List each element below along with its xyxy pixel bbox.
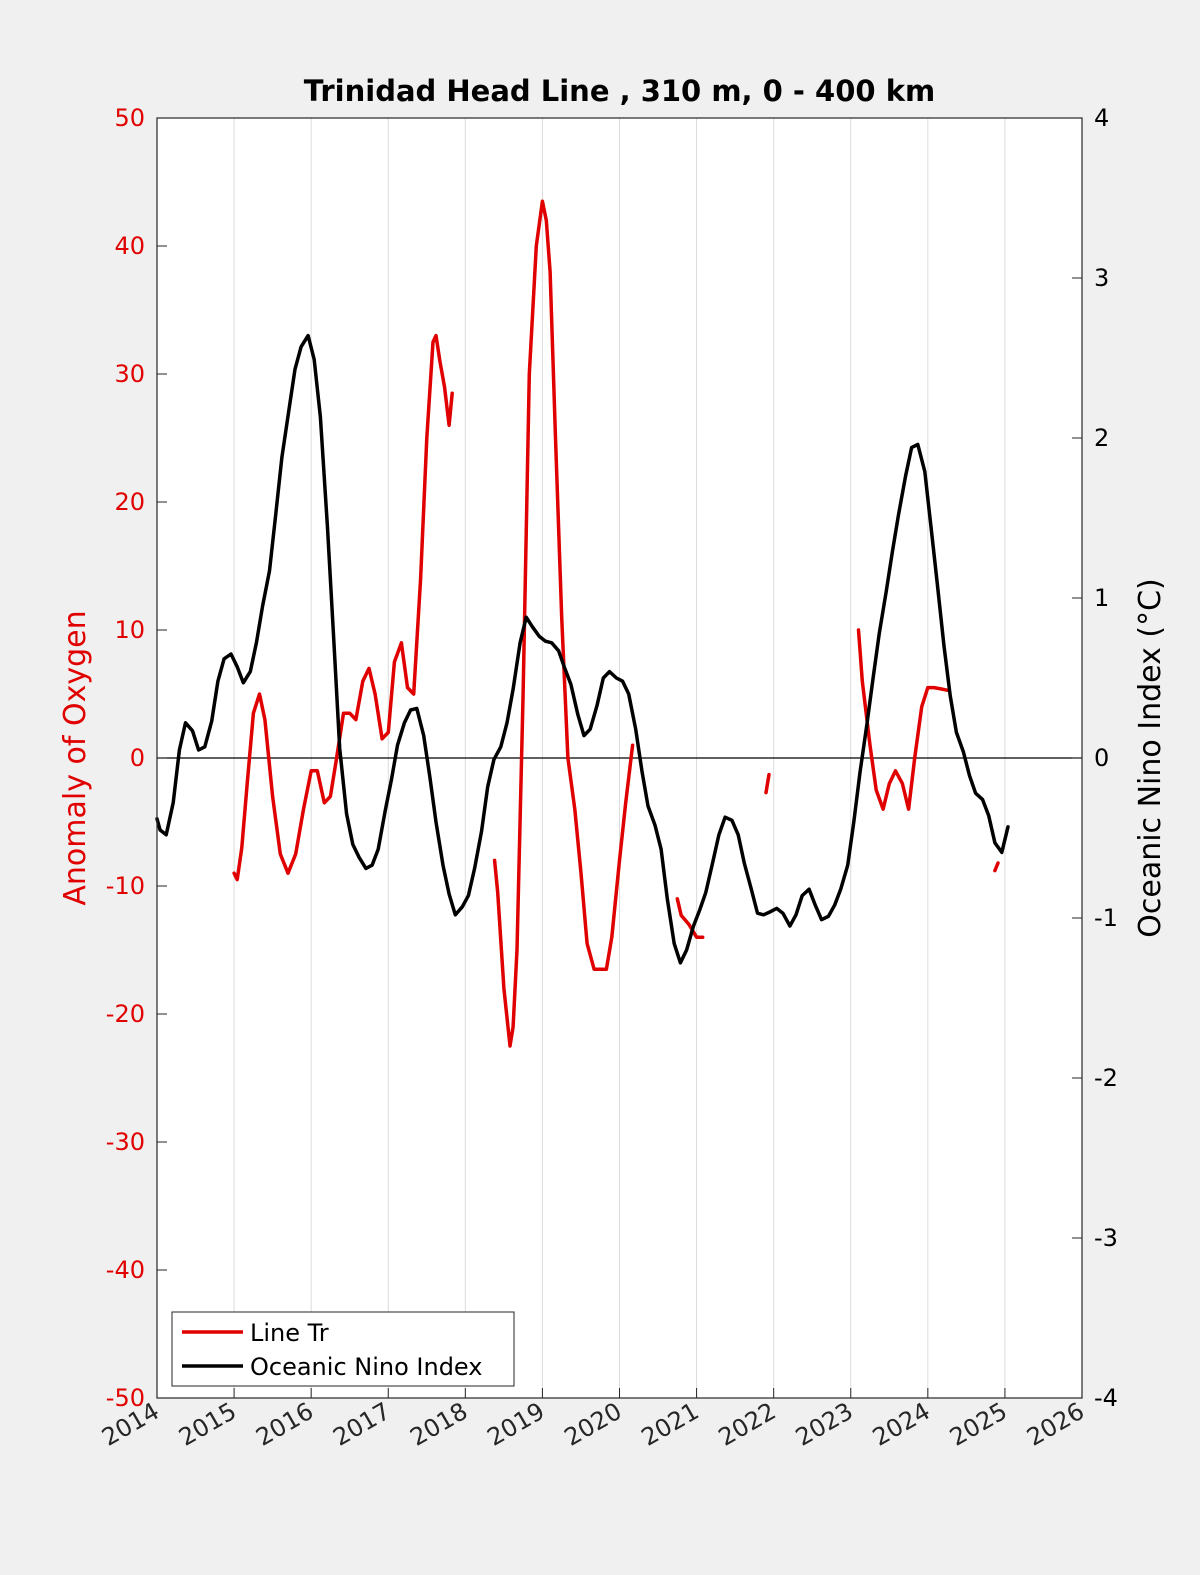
right-tick-label: 4	[1094, 104, 1109, 132]
right-axis-title: Oceanic Nino Index (°C)	[1133, 578, 1168, 938]
legend-label-line-tr: Line Tr	[250, 1319, 329, 1347]
legend: Line Tr Oceanic Nino Index	[171, 1311, 515, 1387]
right-tick-label: -4	[1094, 1384, 1118, 1412]
left-tick-label: 20	[114, 488, 145, 516]
right-tick-label: 0	[1094, 744, 1109, 772]
right-tick-label: 3	[1094, 264, 1109, 292]
right-tick-label: 1	[1094, 584, 1109, 612]
series-layer	[155, 199, 1010, 1048]
left-y-axis: -50 -40 -30 -20 -10 0 10 20 30 40 50	[106, 104, 167, 1412]
right-tick-label: -3	[1094, 1224, 1118, 1252]
right-tick-label: 2	[1094, 424, 1109, 452]
right-tick-label: -2	[1094, 1064, 1118, 1092]
left-tick-label: -40	[106, 1256, 145, 1284]
right-tick-label: -1	[1094, 904, 1118, 932]
chart-title: Trinidad Head Line , 310 m, 0 - 400 km	[304, 74, 935, 108]
left-tick-label: -10	[106, 872, 145, 900]
left-tick-label: -20	[106, 1000, 145, 1028]
left-tick-label: 0	[130, 744, 145, 772]
line-tr-series-segment	[993, 861, 1000, 873]
line-tr-series-segment	[764, 772, 771, 795]
oni-series-line	[155, 333, 1010, 965]
line-tr-series-segment	[675, 897, 705, 939]
legend-label-oni: Oceanic Nino Index	[250, 1353, 482, 1381]
legend-box	[171, 1311, 515, 1387]
left-tick-label: 40	[114, 232, 145, 260]
left-tick-label: -30	[106, 1128, 145, 1156]
line-tr-series-segment	[492, 199, 635, 1048]
right-y-axis: -4 -3 -2 -1 0 1 2 3 4	[1072, 104, 1118, 1412]
line-tr-series-segment	[856, 628, 949, 811]
left-tick-label: 30	[114, 360, 145, 388]
left-axis-title: Anomaly of Oxygen	[58, 610, 93, 905]
left-tick-label: 50	[114, 104, 145, 132]
left-tick-label: -50	[106, 1384, 145, 1412]
line-tr-series-segment	[232, 333, 454, 882]
left-tick-label: 10	[114, 616, 145, 644]
